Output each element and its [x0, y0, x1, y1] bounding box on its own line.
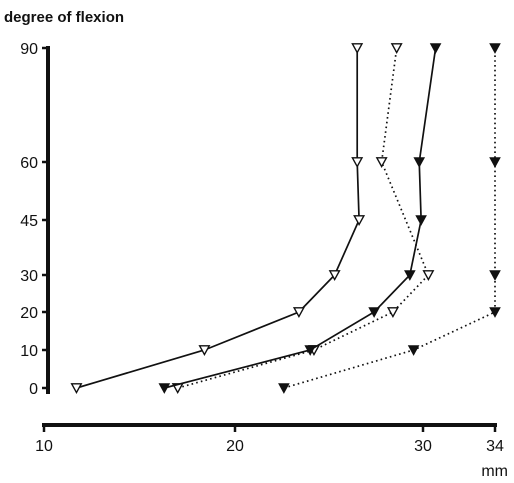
data-point [390, 43, 403, 55]
x-tick-label: 30 [414, 438, 432, 455]
data-point [429, 43, 442, 54]
data-point [368, 307, 380, 318]
y-tick-label: 10 [20, 343, 38, 360]
data-point [353, 215, 366, 227]
y-tick-label: 30 [20, 268, 38, 285]
y-tick-label: 90 [20, 41, 38, 58]
x-tick-label: 10 [35, 438, 53, 455]
data-point [386, 307, 399, 319]
data-point [404, 270, 416, 281]
data-point [278, 383, 290, 394]
data-point [328, 270, 341, 282]
data-point [413, 157, 426, 168]
y-tick-label: 0 [29, 381, 38, 398]
data-point [158, 383, 171, 394]
data-point [375, 157, 388, 169]
series-line [76, 48, 360, 389]
series-line [164, 47, 437, 389]
data-point [489, 157, 501, 168]
data-point [407, 345, 420, 356]
y-axis-label: degree of flexion [4, 9, 124, 26]
data-point [198, 345, 211, 357]
data-point [70, 383, 83, 395]
series-line [283, 48, 496, 389]
data-point [292, 307, 305, 319]
x-axis-label: mm [481, 463, 508, 480]
data-point [415, 215, 427, 226]
data-point [489, 270, 501, 281]
data-point [351, 157, 364, 169]
series-line [177, 47, 430, 389]
y-tick-label: 60 [20, 155, 38, 172]
data-point [304, 345, 317, 356]
data-point [489, 307, 501, 318]
data-point [489, 43, 501, 54]
x-ticks: 10 20 30 34 [35, 425, 504, 455]
x-tick-label: 20 [226, 438, 244, 455]
series-1 [70, 43, 366, 395]
y-tick-label: 20 [20, 305, 38, 322]
series-layer [70, 43, 501, 395]
data-point [422, 270, 435, 282]
y-tick-label: 45 [20, 213, 38, 230]
data-point [351, 43, 364, 55]
x-tick-label: 34 [486, 438, 504, 455]
y-ticks: 0 10 20 30 45 60 90 [20, 41, 48, 398]
series-4 [278, 43, 501, 394]
series-3 [158, 43, 442, 394]
series-2 [171, 43, 435, 395]
